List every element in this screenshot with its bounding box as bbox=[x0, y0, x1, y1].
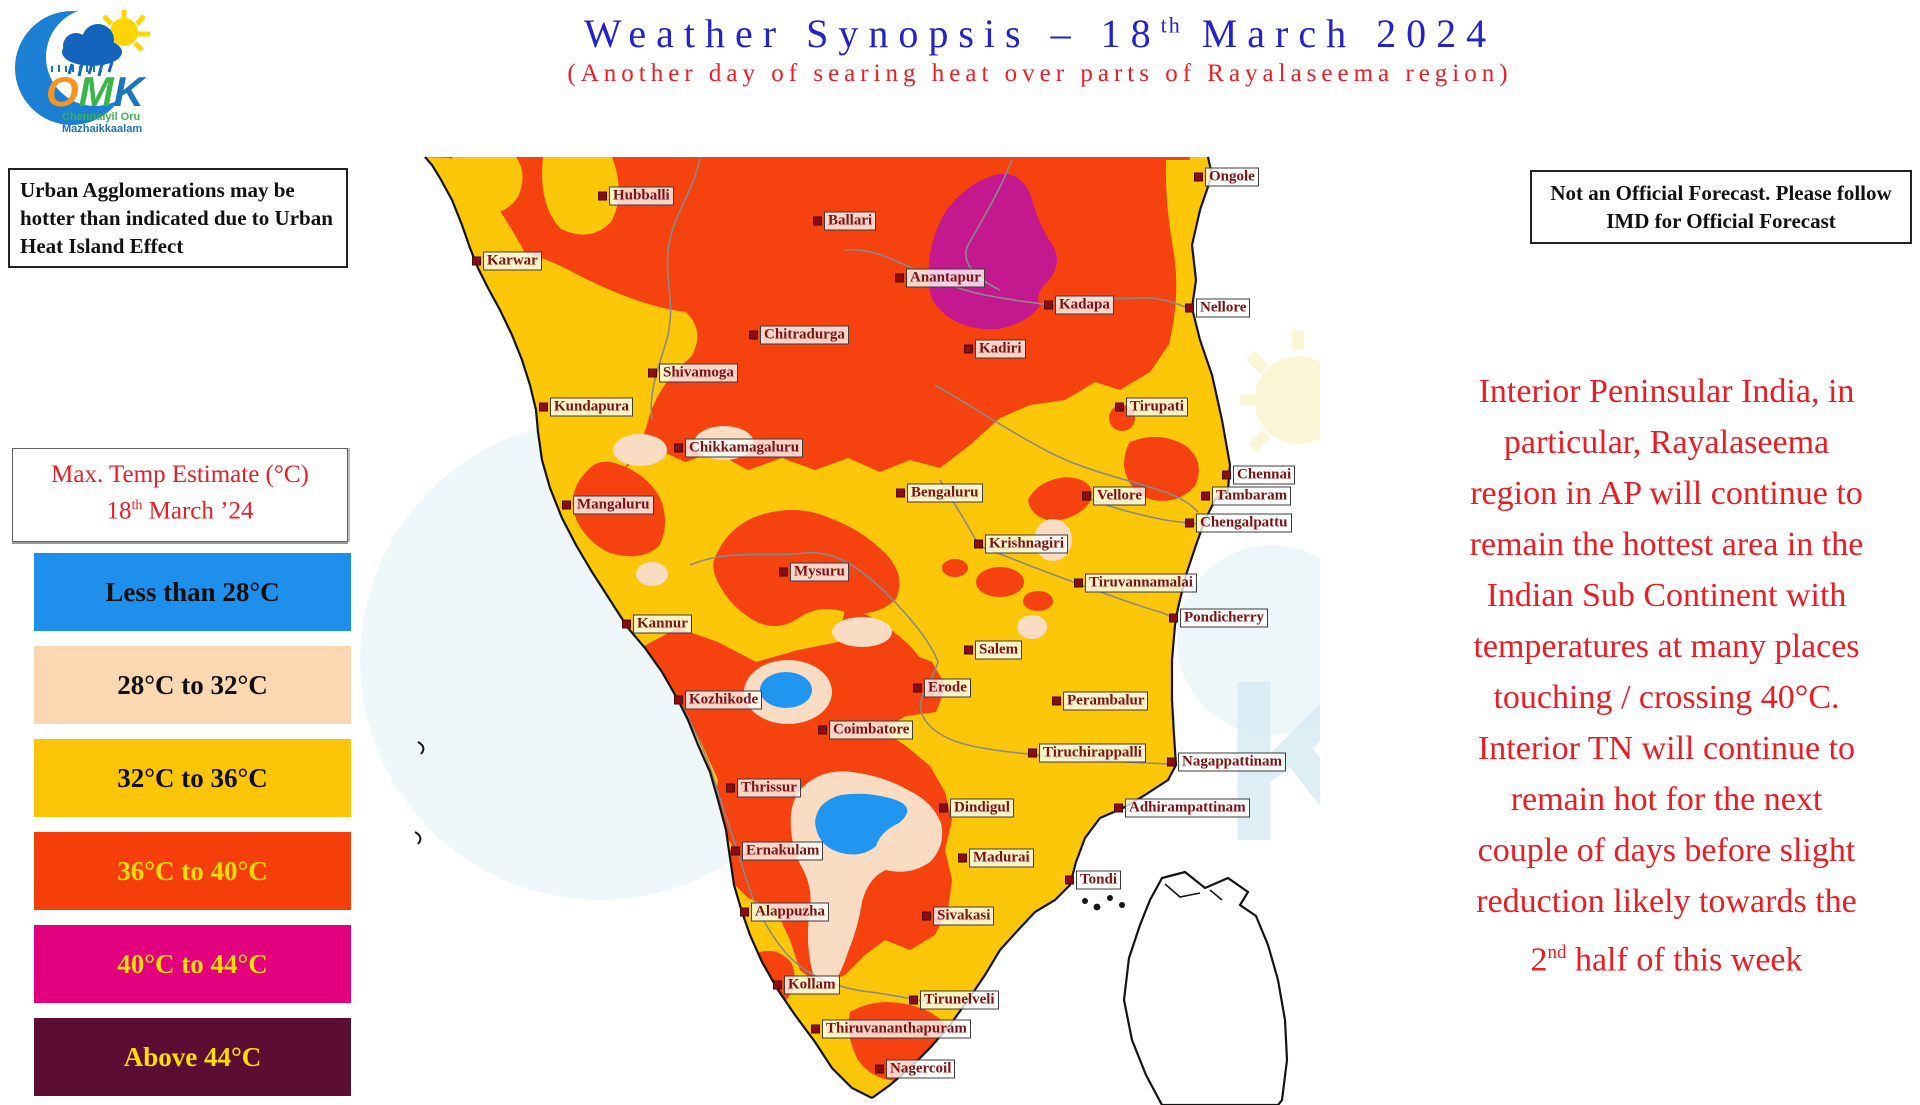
sri-lanka-outline bbox=[414, 741, 1289, 1105]
forecast-line: Indian Sub Continent with bbox=[1486, 577, 1847, 614]
legend-band-label: 28°C to 32°C bbox=[117, 669, 268, 700]
forecast-line: touching / crossing 40°C. bbox=[1493, 679, 1840, 716]
legend-title: Max. Temp Estimate (°C) 18th March ’24 bbox=[12, 448, 348, 542]
legend-band-label: 32°C to 36°C bbox=[117, 762, 268, 793]
zone-below-28-blobs bbox=[760, 672, 908, 855]
zone-40-44 bbox=[928, 173, 1057, 330]
south-india-temperature-map: K bbox=[360, 156, 1320, 1105]
legend-band: 28°C to 32°C bbox=[34, 646, 351, 724]
legend-band: Above 44°C bbox=[34, 1018, 351, 1096]
legend-bands: Less than 28°C 28°C to 32°C 32°C to 36°C… bbox=[34, 553, 351, 1096]
forecast-line: Interior Peninsular India, in bbox=[1478, 373, 1855, 410]
logo-line1: Chennaiyil Oru bbox=[62, 111, 140, 123]
legend-band-label: 40°C to 44°C bbox=[117, 948, 268, 979]
page-subtitle: (Another day of searing heat over parts … bbox=[567, 60, 1513, 87]
legend-band: Less than 28°C bbox=[34, 553, 351, 631]
forecast-line: remain the hottest area in the bbox=[1469, 526, 1864, 563]
svg-text:K: K bbox=[1222, 632, 1320, 889]
legend-band-label: 36°C to 40°C bbox=[117, 855, 268, 886]
forecast-line: temperatures at many places bbox=[1473, 628, 1860, 665]
forecast-line: region in AP will continue to bbox=[1470, 475, 1863, 512]
comk-logo: OMK Chennaiyil Oru Mazhaikkaalam bbox=[15, 8, 150, 134]
forecast-line: remain hot for the next bbox=[1510, 781, 1823, 818]
rain-cloud-icon bbox=[62, 24, 122, 77]
forecast-line: couple of days before slight bbox=[1477, 832, 1856, 869]
legend-band-label: Above 44°C bbox=[123, 1041, 262, 1072]
logo-ticks bbox=[51, 65, 102, 72]
legend-title-line2: 18th March ’24 bbox=[106, 497, 254, 525]
forecast-line: Interior TN will continue to bbox=[1477, 730, 1856, 767]
logo-line2: Mazhaikkaalam bbox=[62, 123, 142, 134]
legend-band-label: Less than 28°C bbox=[105, 576, 280, 607]
forecast-paragraph: Interior Peninsular India, in particular… bbox=[1418, 366, 1915, 985]
page-title: Weather Synopsis – 18th March 2024 bbox=[583, 11, 1497, 56]
forecast-line: 2nd half of this week bbox=[1530, 941, 1803, 979]
logo-letters: OMK bbox=[46, 68, 147, 115]
legend-title-line1: Max. Temp Estimate (°C) bbox=[51, 461, 309, 488]
legend-band: 36°C to 40°C bbox=[34, 832, 351, 910]
urban-heat-note: Urban Agglomerations may be hotter than … bbox=[8, 168, 348, 268]
legend-band: 32°C to 36°C bbox=[34, 739, 351, 817]
disclaimer-note: Not an Official Forecast. Please follow … bbox=[1530, 170, 1912, 244]
coastline bbox=[424, 156, 1232, 1099]
forecast-line: particular, Rayalaseema bbox=[1503, 424, 1830, 461]
forecast-line: reduction likely towards the bbox=[1476, 883, 1857, 920]
legend-band: 40°C to 44°C bbox=[34, 925, 351, 1003]
